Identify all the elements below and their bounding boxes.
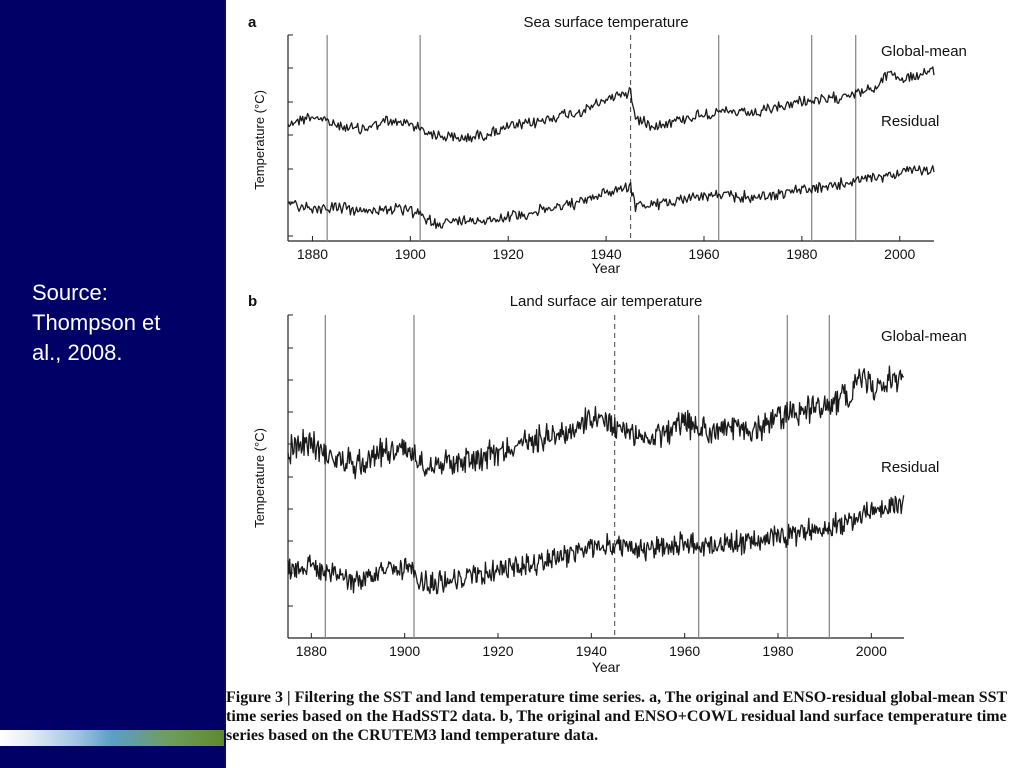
panel-a-legend-residual: Residual — [881, 113, 939, 130]
panel-a-xlabel: Year — [592, 260, 621, 276]
source-line-3: al., 2008. — [32, 340, 123, 365]
panel-a-series — [287, 66, 935, 230]
series-global-mean-line — [287, 66, 935, 143]
figure: a Sea surface temperature Temperature (°… — [248, 14, 967, 675]
caption-part-a-label: a, — [649, 689, 662, 706]
x-tick-label: 1960 — [688, 246, 719, 262]
x-tick-label: 2000 — [884, 246, 915, 262]
x-tick-label: 1920 — [493, 246, 524, 262]
panel-b-legend-global-mean: Global-mean — [881, 328, 967, 345]
figure-caption: Figure 3 | Filtering the SST and land te… — [226, 688, 1016, 745]
panel-a-title: Sea surface temperature — [523, 14, 688, 31]
left-panel: Source: Thompson et al., 2008. — [0, 0, 224, 768]
panel-a-label: a — [248, 14, 257, 31]
panel-b-land: b Land surface air temperature Temperatu… — [248, 293, 967, 675]
series-residual-line — [287, 165, 935, 230]
x-tick-label: 1980 — [762, 643, 793, 659]
x-tick-label: 1900 — [389, 643, 420, 659]
panel-b-xticks: 1880 1900 1920 1940 1960 1980 2000 — [296, 633, 887, 659]
x-tick-label: 2000 — [856, 643, 887, 659]
panel-b-series — [287, 365, 905, 595]
source-citation: Source: Thompson et al., 2008. — [32, 278, 217, 368]
panel-b-xlabel: Year — [592, 659, 621, 675]
panel-a-sst: a Sea surface temperature Temperature (°… — [248, 14, 967, 276]
x-tick-label: 1880 — [296, 643, 327, 659]
panel-b-event-lines — [324, 315, 830, 638]
series-residual-line — [287, 495, 905, 595]
panel-a-xticks: 1880 1900 1920 1940 1960 1980 2000 — [297, 236, 916, 262]
x-tick-label: 1980 — [786, 246, 817, 262]
accent-gradient-bar — [0, 730, 224, 746]
panel-a-axes — [287, 34, 934, 242]
panel-b-ylabel: Temperature (°C) — [252, 428, 267, 528]
caption-title: Filtering the SST and land temperature t… — [294, 689, 646, 706]
panel-b-title: Land surface air temperature — [510, 293, 703, 310]
caption-part-b-text: The original and ENSO+COWL residual land… — [226, 708, 1007, 744]
caption-part-b-label: b, — [499, 708, 513, 725]
caption-figure-label: Figure 3 — [226, 689, 284, 706]
source-line-2: Thompson et — [32, 310, 161, 335]
panel-a-ylabel: Temperature (°C) — [252, 90, 267, 190]
caption-part-a-text: The original and ENSO-residual global-me… — [226, 689, 1007, 725]
series-global-mean-line — [287, 365, 905, 480]
panel-a-legend-global-mean: Global-mean — [881, 43, 967, 60]
x-tick-label: 1900 — [395, 246, 426, 262]
x-tick-label: 1960 — [669, 643, 700, 659]
panel-b-label: b — [248, 293, 257, 310]
panel-b-legend-residual: Residual — [881, 459, 939, 476]
x-tick-label: 1940 — [576, 643, 607, 659]
panel-divider — [224, 0, 226, 768]
panel-b-axes — [287, 314, 904, 639]
caption-separator: | — [287, 689, 291, 706]
x-tick-label: 1880 — [297, 246, 328, 262]
x-tick-label: 1940 — [591, 246, 622, 262]
panel-a-event-lines — [326, 35, 857, 241]
x-tick-label: 1920 — [482, 643, 513, 659]
source-line-1: Source: — [32, 280, 108, 305]
